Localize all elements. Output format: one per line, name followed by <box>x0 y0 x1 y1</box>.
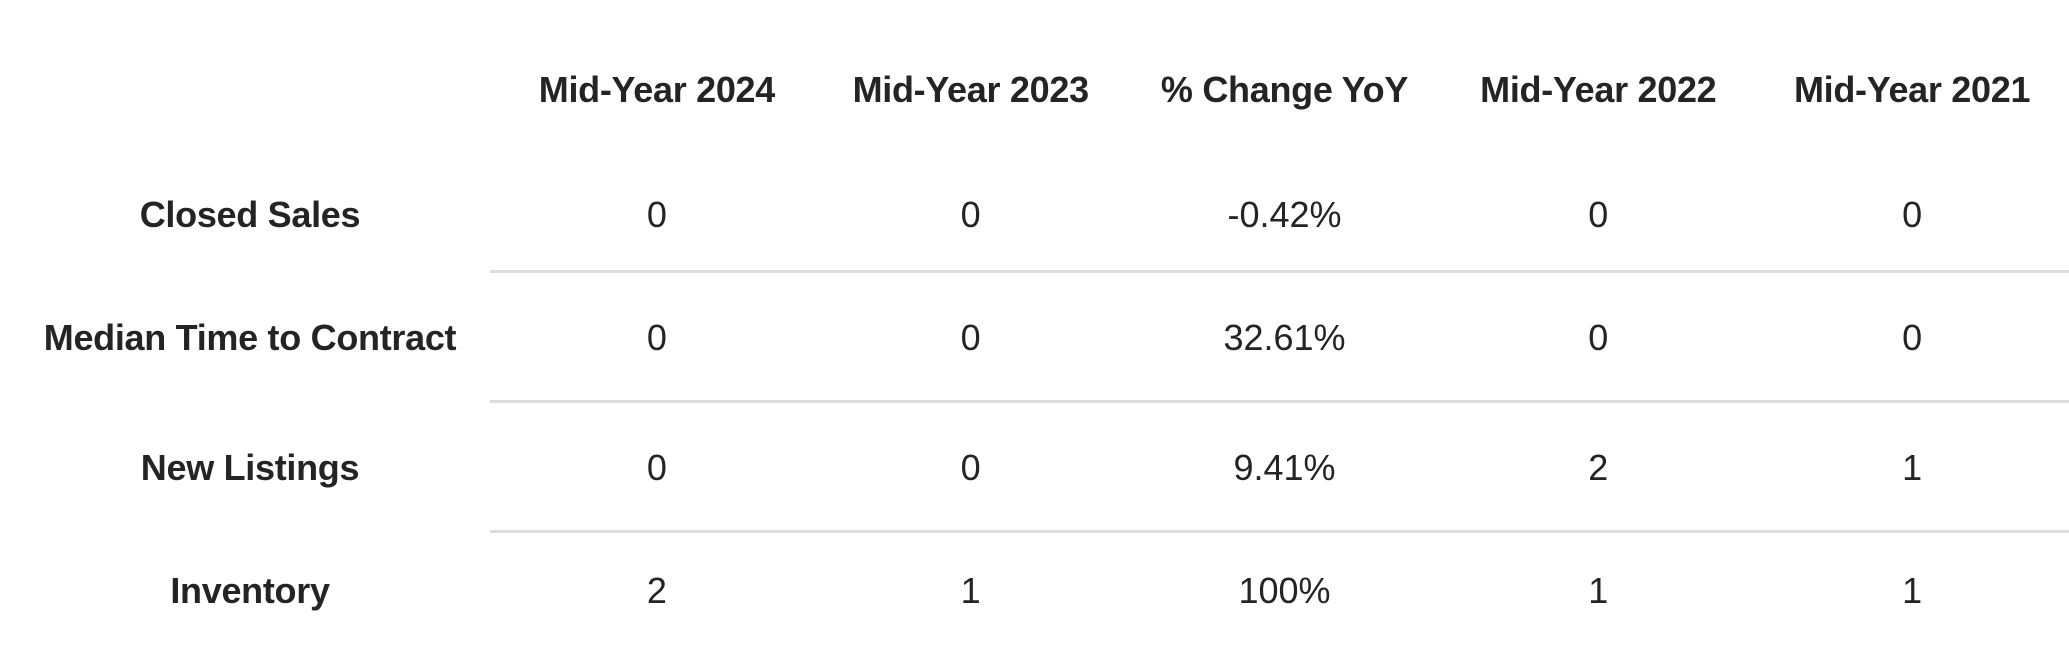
table-cell: 1 <box>1588 569 1609 611</box>
table-cell: 9.41% <box>1233 447 1336 489</box>
table-cell: 1 <box>1902 447 1923 489</box>
table-cell: 0 <box>1902 193 1923 235</box>
table-header-row: Mid-Year 2024 Mid-Year 2023 % Change YoY… <box>0 0 2069 156</box>
row-label: Inventory <box>170 569 330 611</box>
table-cell: 32.61% <box>1223 317 1346 359</box>
column-header-midyear-2024: Mid-Year 2024 <box>538 69 776 111</box>
column-header-midyear-2023: Mid-Year 2023 <box>852 69 1090 111</box>
table-cell: 1 <box>1902 569 1923 611</box>
table-row-closed-sales: Closed Sales 0 0 -0.42% 0 0 <box>0 156 2069 273</box>
table-cell: 0 <box>1588 317 1609 359</box>
row-label: Closed Sales <box>139 193 361 235</box>
table-cell: 0 <box>960 193 981 235</box>
table-cell: 0 <box>960 317 981 359</box>
table-row-median-time-to-contract: Median Time to Contract 0 0 32.61% 0 0 <box>0 273 2069 403</box>
table-cell: 2 <box>646 569 667 611</box>
table-cell: 2 <box>1588 447 1609 489</box>
table-row-inventory: Inventory 2 1 100% 1 1 <box>0 533 2069 648</box>
table-cell: 0 <box>1588 193 1609 235</box>
column-header-pct-change-yoy: % Change YoY <box>1160 69 1409 111</box>
table-cell: -0.42% <box>1227 193 1342 235</box>
table-cell: 0 <box>646 317 667 359</box>
corner-cell <box>0 66 500 90</box>
table-cell: 0 <box>646 193 667 235</box>
row-label: New Listings <box>140 447 360 489</box>
column-header-midyear-2021: Mid-Year 2021 <box>1793 69 2031 111</box>
table-cell: 0 <box>646 447 667 489</box>
table-cell: 100% <box>1238 569 1331 611</box>
table-cell: 0 <box>1902 317 1923 359</box>
table-cell: 0 <box>960 447 981 489</box>
row-label: Median Time to Contract <box>43 317 457 359</box>
table-row-new-listings: New Listings 0 0 9.41% 2 1 <box>0 403 2069 533</box>
column-header-midyear-2022: Mid-Year 2022 <box>1480 69 1717 111</box>
table-cell: 1 <box>960 569 981 611</box>
